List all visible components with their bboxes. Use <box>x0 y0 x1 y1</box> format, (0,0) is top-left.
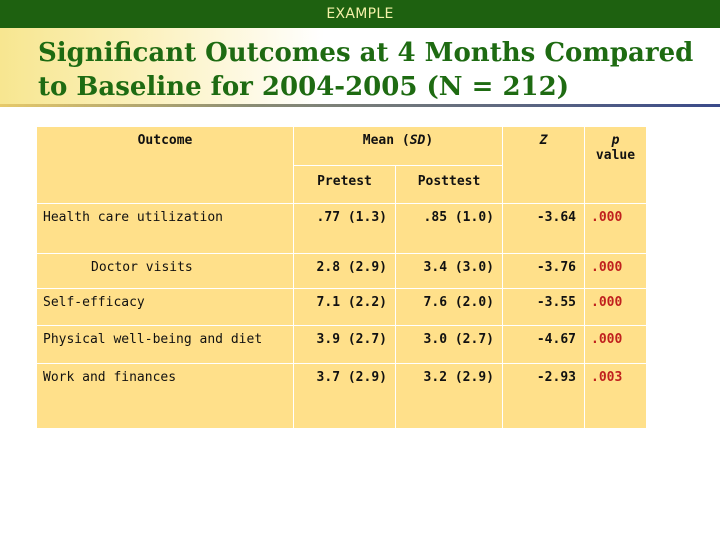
outcome-cell: Health care utilization <box>36 203 294 254</box>
mean-sd-column-header: Mean (SD) <box>293 126 503 166</box>
p-value-cell: .000 <box>584 253 647 289</box>
p-value-column-header: p value <box>584 126 647 204</box>
pretest-cell: 3.7 (2.9) <box>293 363 396 429</box>
outcome-column-header: Outcome <box>36 126 294 204</box>
posttest-cell: 3.2 (2.9) <box>395 363 503 429</box>
p-value-cell: .000 <box>584 288 647 326</box>
posttest-cell: 7.6 (2.0) <box>395 288 503 326</box>
outcome-cell: Self-efficacy <box>36 288 294 326</box>
p-value-cell: .000 <box>584 203 647 254</box>
z-column-header: Z <box>502 126 585 204</box>
table-row: Health care utilization .77 (1.3) .85 (1… <box>36 203 647 254</box>
pretest-cell: 3.9 (2.7) <box>293 325 396 364</box>
table-subheader-row: Pretest Posttest <box>37 165 647 204</box>
pretest-cell: 7.1 (2.2) <box>293 288 396 326</box>
p-header: p <box>611 133 620 148</box>
sd-header: SD <box>409 133 426 148</box>
banner-label: EXAMPLE <box>326 6 394 22</box>
title-divider <box>0 104 720 107</box>
table-row: Physical well-being and diet 3.9 (2.7) 3… <box>36 325 647 364</box>
table-header-row: Outcome Mean (SD) Z p value <box>36 126 647 204</box>
posttest-cell: .85 (1.0) <box>395 203 503 254</box>
p-value-cell: .000 <box>584 325 647 364</box>
pretest-column-header: Pretest <box>293 165 396 204</box>
slide-title: Significant Outcomes at 4 Months Compare… <box>38 38 694 102</box>
mean-header-suffix: ) <box>425 133 434 148</box>
value-header: value <box>595 148 636 163</box>
z-cell: -2.93 <box>502 363 585 429</box>
title-band <box>0 28 720 106</box>
table-row: Work and finances 3.7 (2.9) 3.2 (2.9) -2… <box>36 363 647 429</box>
posttest-cell: 3.0 (2.7) <box>395 325 503 364</box>
mean-header-prefix: Mean ( <box>362 133 410 148</box>
z-header: Z <box>539 133 548 148</box>
table-row: Self-efficacy 7.1 (2.2) 7.6 (2.0) -3.55 … <box>36 288 647 326</box>
outcome-cell: Doctor visits <box>36 253 294 289</box>
outcomes-table: Outcome Mean (SD) Z p value Pretest Postt… <box>36 126 647 429</box>
z-cell: -3.64 <box>502 203 585 254</box>
z-cell: -4.67 <box>502 325 585 364</box>
p-value-cell: .003 <box>584 363 647 429</box>
z-cell: -3.55 <box>502 288 585 326</box>
pretest-cell: .77 (1.3) <box>293 203 396 254</box>
posttest-column-header: Posttest <box>395 165 503 204</box>
posttest-cell: 3.4 (3.0) <box>395 253 503 289</box>
z-cell: -3.76 <box>502 253 585 289</box>
pretest-cell: 2.8 (2.9) <box>293 253 396 289</box>
outcome-cell: Work and finances <box>36 363 294 429</box>
table-row: Doctor visits 2.8 (2.9) 3.4 (3.0) -3.76 … <box>36 253 647 289</box>
top-banner: EXAMPLE <box>0 0 720 28</box>
outcome-cell: Physical well-being and diet <box>36 325 294 364</box>
